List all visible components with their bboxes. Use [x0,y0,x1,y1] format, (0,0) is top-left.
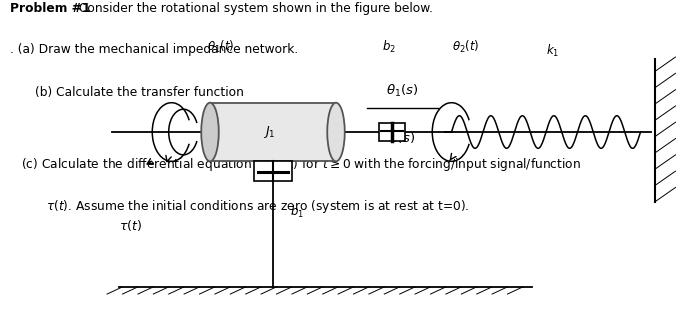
Text: (c) Calculate the differential equation in $\theta_1(t)$ for $t \geq 0$ with the: (c) Calculate the differential equation … [21,156,581,173]
Text: $J_1$: $J_1$ [263,124,276,140]
Text: Consider the rotational system shown in the figure below.: Consider the rotational system shown in … [75,2,433,15]
Text: $\theta_2(t)$: $\theta_2(t)$ [452,39,480,55]
Text: . (a) Draw the mechanical impedance network.: . (a) Draw the mechanical impedance netw… [10,43,299,56]
Text: Problem #1: Problem #1 [10,2,91,15]
Text: $b_1$: $b_1$ [290,204,304,220]
Text: $\theta_1(s)$: $\theta_1(s)$ [386,83,419,99]
Text: $k_1$: $k_1$ [547,43,559,59]
Ellipse shape [328,103,344,161]
Text: $\theta_1(t)$: $\theta_1(t)$ [206,39,235,55]
Text: $b_2$: $b_2$ [382,39,395,55]
Ellipse shape [202,103,218,161]
Bar [379,123,405,141]
Bar [210,103,336,161]
Text: $\tau(t)$. Assume the initial conditions are zero (system is at rest at t=0).: $\tau(t)$. Assume the initial conditions… [46,198,469,215]
Bar [253,161,293,181]
Text: $\tau(s)$: $\tau(s)$ [389,130,416,145]
Text: $\tau(t)$: $\tau(t)$ [119,218,142,233]
Text: (b) Calculate the transfer function: (b) Calculate the transfer function [35,86,244,99]
